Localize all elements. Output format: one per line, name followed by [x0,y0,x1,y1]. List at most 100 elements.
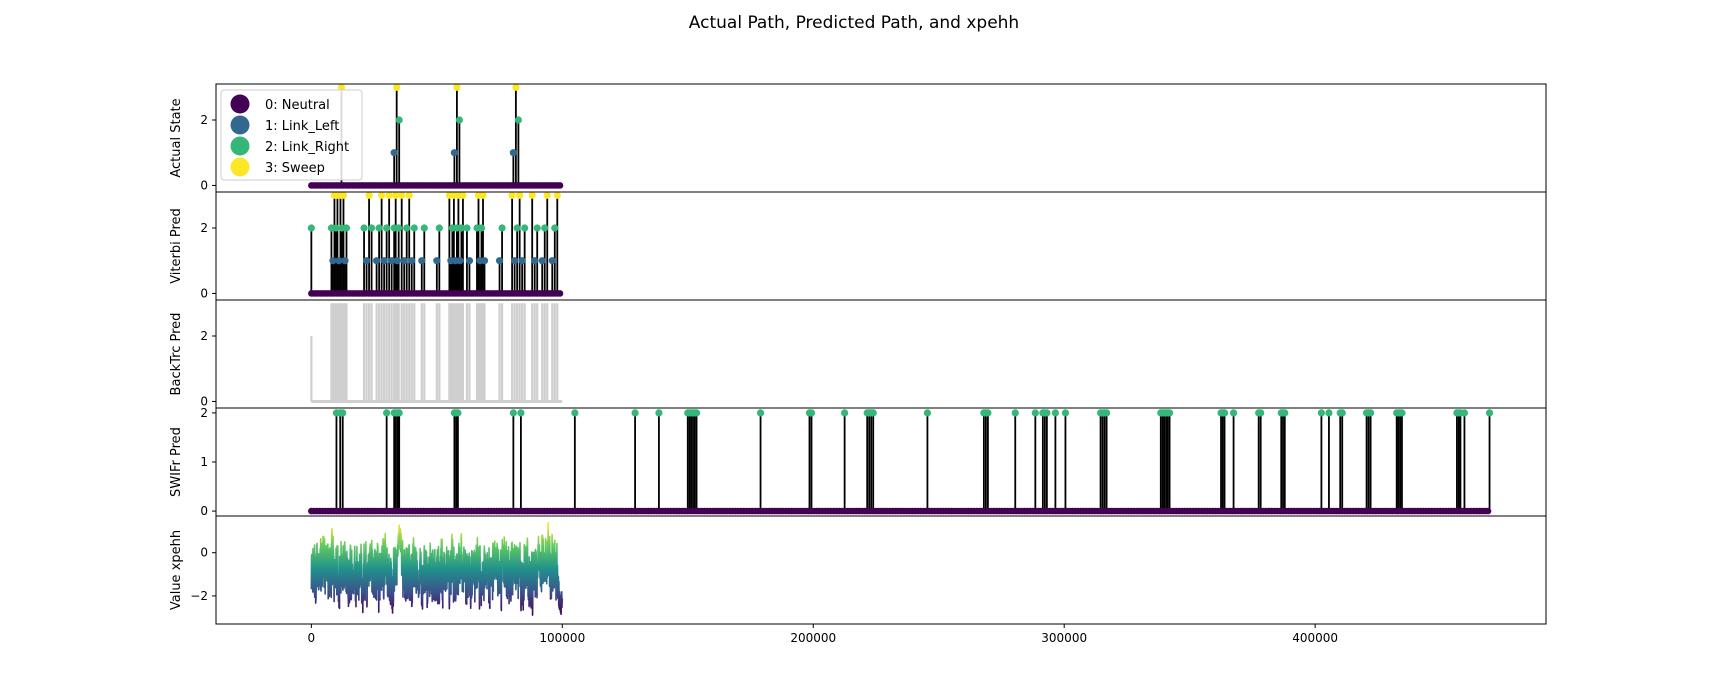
panel-4: 0 −2 Value xpehh [169,515,1547,625]
panel-2: 0 2 BackTrc Pred [169,299,1547,409]
chart-title: Actual Path, Predicted Path, and xpehh [689,13,1019,33]
state-marker [360,224,368,232]
xpehh-line [310,522,564,616]
state-marker [393,84,401,91]
legend-marker [230,94,250,114]
state-marker [433,257,441,265]
state-marker [498,224,506,232]
state-marker [395,224,403,232]
state-marker [548,257,556,265]
state-marker [923,409,932,417]
state-marker [450,149,458,157]
state-marker [405,192,413,199]
state-marker [807,409,816,417]
state-marker [480,257,489,265]
state-marker [1485,409,1494,417]
state-marker [1281,409,1289,417]
y-tick-label: 2 [200,113,208,127]
x-tick-label: 400000 [1292,631,1338,645]
state-marker [362,257,371,265]
state-marker [455,116,464,124]
y-tick-label: −2 [190,589,208,603]
legend-marker [230,115,250,135]
state-marker [514,116,522,124]
state-marker [533,224,541,232]
state-marker [395,116,403,124]
state-marker [495,257,504,265]
legend: 0: Neutral 1: Link_Left 2: Link_Right 3: Sw… [220,89,363,181]
state-marker [1257,409,1265,417]
legend-box [220,89,363,181]
state-marker [541,224,549,232]
state-marker [518,257,526,265]
state-marker [551,224,559,232]
state-marker [307,224,315,232]
panel-1: 0 2 Viterbi Pred [169,191,1547,301]
state-marker [528,192,536,199]
state-marker [393,257,401,265]
state-marker [329,257,337,265]
state-marker [631,409,639,417]
state-marker [1220,409,1229,417]
state-marker [1325,409,1333,417]
state-marker [385,192,393,199]
panel-2-plot [310,303,563,403]
legend-label: 3: Sweep [265,161,325,176]
state-marker [513,224,521,232]
state-marker [516,192,524,199]
state-marker [1011,409,1019,417]
state-marker [509,149,517,157]
state-marker [508,192,516,199]
y-axis-label: Viterbi Pred [169,208,184,284]
state-marker [375,224,383,232]
panel-0-plot [308,84,564,189]
panel-1-plot [307,192,564,297]
y-tick-label: 2 [200,221,208,235]
panel-frame [215,407,1547,517]
panel-4-plot [310,522,564,616]
state-marker [1165,409,1174,417]
panel-frame [215,299,1547,409]
state-marker [1317,409,1326,417]
x-tick-label: 200000 [790,631,836,645]
state-marker [1102,409,1111,417]
state-marker [477,224,486,232]
state-marker [383,224,391,232]
state-marker [339,192,348,199]
state-marker [1043,409,1051,417]
state-marker [1338,409,1346,417]
y-tick-label: 0 [200,394,208,408]
legend-marker [230,157,250,177]
state-marker [341,257,349,265]
panel-frame [215,83,1547,193]
state-marker [841,409,849,417]
state-marker [517,409,525,417]
panel-frame [215,191,1547,301]
y-tick-label: 0 [200,178,208,192]
state-marker [538,257,546,265]
y-tick-label: 2 [200,329,208,343]
state-marker [1460,409,1469,417]
state-marker [392,192,400,199]
legend-label: 0: Neutral [265,98,330,113]
state-marker [511,257,519,265]
state-marker [869,409,877,417]
y-tick-label: 0 [200,286,208,300]
state-marker [531,257,539,265]
state-marker [400,257,408,265]
state-marker [453,84,461,91]
state-marker [456,257,464,265]
state-marker [655,409,663,417]
state-marker [454,409,462,417]
state-marker [365,192,373,199]
state-marker [378,192,386,199]
state-marker [367,224,376,232]
y-tick-label: 2 [200,406,208,420]
panel-frame [215,515,1547,625]
state-marker [395,409,403,417]
state-marker [1061,409,1070,417]
y-axis-label: Actual State [169,98,184,177]
state-marker [692,409,701,417]
state-marker [459,192,467,199]
